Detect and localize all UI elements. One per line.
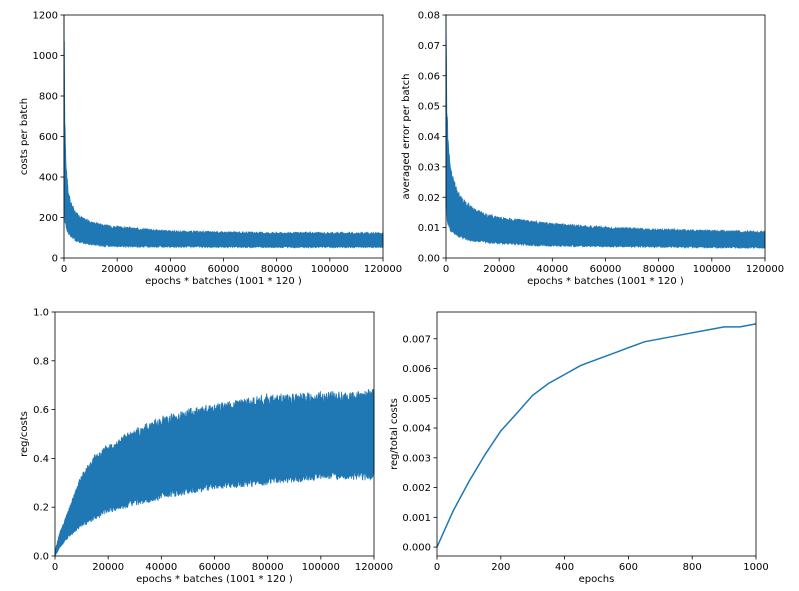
y-tick-label: 0.4 xyxy=(33,454,49,465)
x-tick-label: 120000 xyxy=(355,562,393,573)
x-tick-label: 80000 xyxy=(252,562,284,573)
x-axis-label: epochs * batches (1001 * 120 ) xyxy=(145,276,302,287)
y-tick-label: 0.002 xyxy=(402,483,431,494)
x-tick-label: 20000 xyxy=(101,264,133,275)
series-band-0 xyxy=(63,14,384,250)
y-tick-label: 0.01 xyxy=(418,223,440,234)
y-tick-label: 400 xyxy=(39,173,58,184)
x-tick-label: 40000 xyxy=(536,264,568,275)
series-line-3 xyxy=(436,323,757,548)
y-tick-label: 0.003 xyxy=(402,453,431,464)
x-tick-label: 80000 xyxy=(261,264,293,275)
y-tick-label: 200 xyxy=(39,213,58,224)
x-axis-label: epochs * batches (1001 * 120 ) xyxy=(136,574,293,585)
x-tick-label: 60000 xyxy=(590,264,622,275)
reg-total-costs-panel: 0 200 400 600 800 1000 0.000 0.001 0.002 0.003 0.0… xyxy=(389,311,769,585)
y-tick-label: 0.005 xyxy=(402,394,431,405)
y-tick-label: 600 xyxy=(39,132,58,143)
x-tick-label: 0 xyxy=(434,562,440,573)
x-tick-label: 800 xyxy=(683,562,702,573)
error-panel: 0 20000 40000 60000 80000 100000 120000 0.00 0.0… xyxy=(401,11,784,288)
x-tick-label: 40000 xyxy=(145,562,177,573)
x-tick-label: 100000 xyxy=(302,562,340,573)
y-tick-label: 0.2 xyxy=(33,503,49,514)
x-axis-label: epochs * batches (1001 * 120 ) xyxy=(527,276,684,287)
y-tick-label: 0.04 xyxy=(418,132,440,143)
x-tick-label: 20000 xyxy=(483,264,515,275)
y-tick-label: 0.08 xyxy=(418,11,440,22)
y-axis-label: costs per batch xyxy=(19,98,30,175)
y-tick-label: 800 xyxy=(39,92,58,103)
axes-frame-0 xyxy=(63,14,384,259)
y-tick-label: 0.007 xyxy=(402,334,431,345)
y-axis-label: averaged error per batch xyxy=(401,74,412,200)
x-tick-label: 120000 xyxy=(364,264,402,275)
y-tick-label: 1200 xyxy=(33,11,58,22)
y-tick-label: 0.001 xyxy=(402,513,431,524)
x-tick-label: 0 xyxy=(52,562,58,573)
x-axis-label: epochs xyxy=(579,574,615,585)
costs-panel: 0 20000 40000 60000 80000 100000 120000 0 200 400… xyxy=(19,11,402,288)
y-tick-label: 1.0 xyxy=(33,308,49,319)
x-tick-label: 60000 xyxy=(199,562,231,573)
series-band-1 xyxy=(445,14,766,250)
x-tick-label: 0 xyxy=(443,264,449,275)
y-tick-label: 0.00 xyxy=(418,254,440,265)
x-tick-label: 1000 xyxy=(743,562,768,573)
y-tick-label: 0.006 xyxy=(402,364,431,375)
y-axis-label: reg/total costs xyxy=(389,398,400,470)
x-tick-label: 400 xyxy=(555,562,574,573)
y-tick-label: 0.02 xyxy=(418,193,440,204)
x-tick-label: 100000 xyxy=(693,264,731,275)
axes-frame-3 xyxy=(436,311,757,557)
series-band-2 xyxy=(54,389,375,556)
y-tick-label: 0.8 xyxy=(33,356,49,367)
x-tick-label: 80000 xyxy=(643,264,675,275)
reg-costs-panel: 0 20000 40000 60000 80000 100000 120000 0.0 0.2 0… xyxy=(19,308,393,586)
x-tick-label: 200 xyxy=(491,562,510,573)
y-tick-label: 0 xyxy=(52,254,58,265)
x-tick-label: 120000 xyxy=(746,264,784,275)
y-tick-label: 0.07 xyxy=(418,41,440,52)
y-tick-label: 0.03 xyxy=(418,162,440,173)
y-tick-label: 0.06 xyxy=(418,71,440,82)
y-tick-label: 0.0 xyxy=(33,552,49,563)
x-tick-label: 40000 xyxy=(154,264,186,275)
y-tick-label: 1000 xyxy=(33,51,58,62)
y-tick-label: 0.6 xyxy=(33,405,49,416)
x-tick-label: 20000 xyxy=(92,562,124,573)
y-tick-label: 0.004 xyxy=(402,424,431,435)
y-tick-label: 0.05 xyxy=(418,102,440,113)
x-tick-label: 60000 xyxy=(208,264,240,275)
x-tick-label: 600 xyxy=(619,562,638,573)
x-tick-label: 100000 xyxy=(311,264,349,275)
x-tick-label: 0 xyxy=(61,264,67,275)
y-axis-label: reg/costs xyxy=(19,411,30,457)
y-tick-label: 0.000 xyxy=(402,543,431,554)
